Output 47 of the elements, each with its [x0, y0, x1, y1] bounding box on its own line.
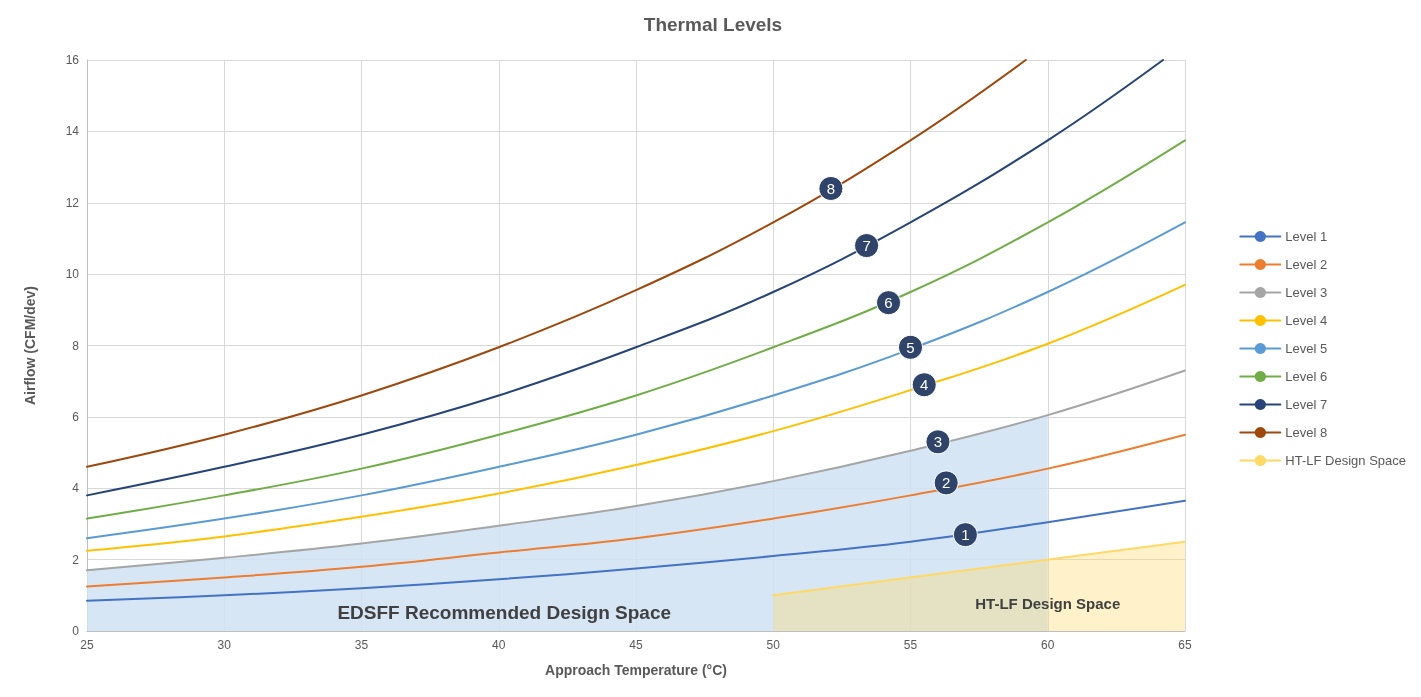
y-axis-title: Airflow (CFM/dev): [22, 286, 38, 405]
legend-label: Level 7: [1285, 397, 1328, 412]
y-tick-label: 0: [72, 624, 80, 638]
x-tick-label: 50: [766, 638, 781, 652]
line-series: [86, 283, 1186, 552]
annotation: 3: [933, 433, 943, 451]
y-tick-label: 14: [65, 124, 80, 139]
line-series: [86, 59, 1027, 468]
annotation: HT-LF Design Space: [975, 595, 1121, 613]
line-series: [86, 369, 1186, 572]
annotation: 2: [942, 474, 951, 492]
annotation: 7: [862, 237, 871, 255]
line-series: [86, 139, 1186, 520]
line-series: [86, 59, 1165, 497]
y-tick-label: 16: [65, 53, 80, 67]
legend-label: Level 3: [1285, 285, 1328, 300]
legend-label: Level 4: [1285, 313, 1328, 328]
legend-label: HT-LF Design Space: [1285, 453, 1407, 468]
x-tick-label: 35: [354, 638, 369, 652]
annotation: 8: [826, 179, 836, 197]
annotation: 4: [920, 376, 929, 394]
annotation: EDSFF Recommended Design Space: [337, 602, 672, 624]
y-tick-label: 4: [72, 481, 80, 496]
chart-title: Thermal Levels: [643, 14, 783, 35]
legend-label: Level 6: [1285, 369, 1328, 384]
x-tick-label: 25: [80, 638, 94, 652]
annotation: 6: [884, 294, 893, 312]
y-tick-label: 12: [65, 195, 80, 210]
x-tick-label: 40: [492, 638, 506, 652]
x-axis-title: Approach Temperature (°C): [545, 662, 727, 678]
x-tick-label: 55: [903, 638, 918, 652]
line-series: [86, 221, 1186, 540]
line-series: [86, 433, 1186, 588]
legend-label: Level 8: [1285, 425, 1328, 440]
y-tick-label: 10: [65, 267, 80, 282]
y-tick-label: 2: [72, 552, 80, 567]
y-tick-label: 6: [72, 409, 80, 424]
x-tick-label: 65: [1178, 638, 1192, 652]
legend-label: Level 2: [1285, 257, 1328, 272]
x-tick-label: 45: [629, 638, 643, 652]
annotation: 5: [906, 338, 915, 356]
x-tick-label: 60: [1041, 638, 1055, 652]
x-tick-label: 30: [217, 638, 232, 652]
y-tick-label: 8: [72, 338, 80, 353]
legend-label: Level 1: [1285, 229, 1328, 244]
annotation: 1: [961, 526, 970, 544]
legend-label: Level 5: [1285, 341, 1328, 356]
